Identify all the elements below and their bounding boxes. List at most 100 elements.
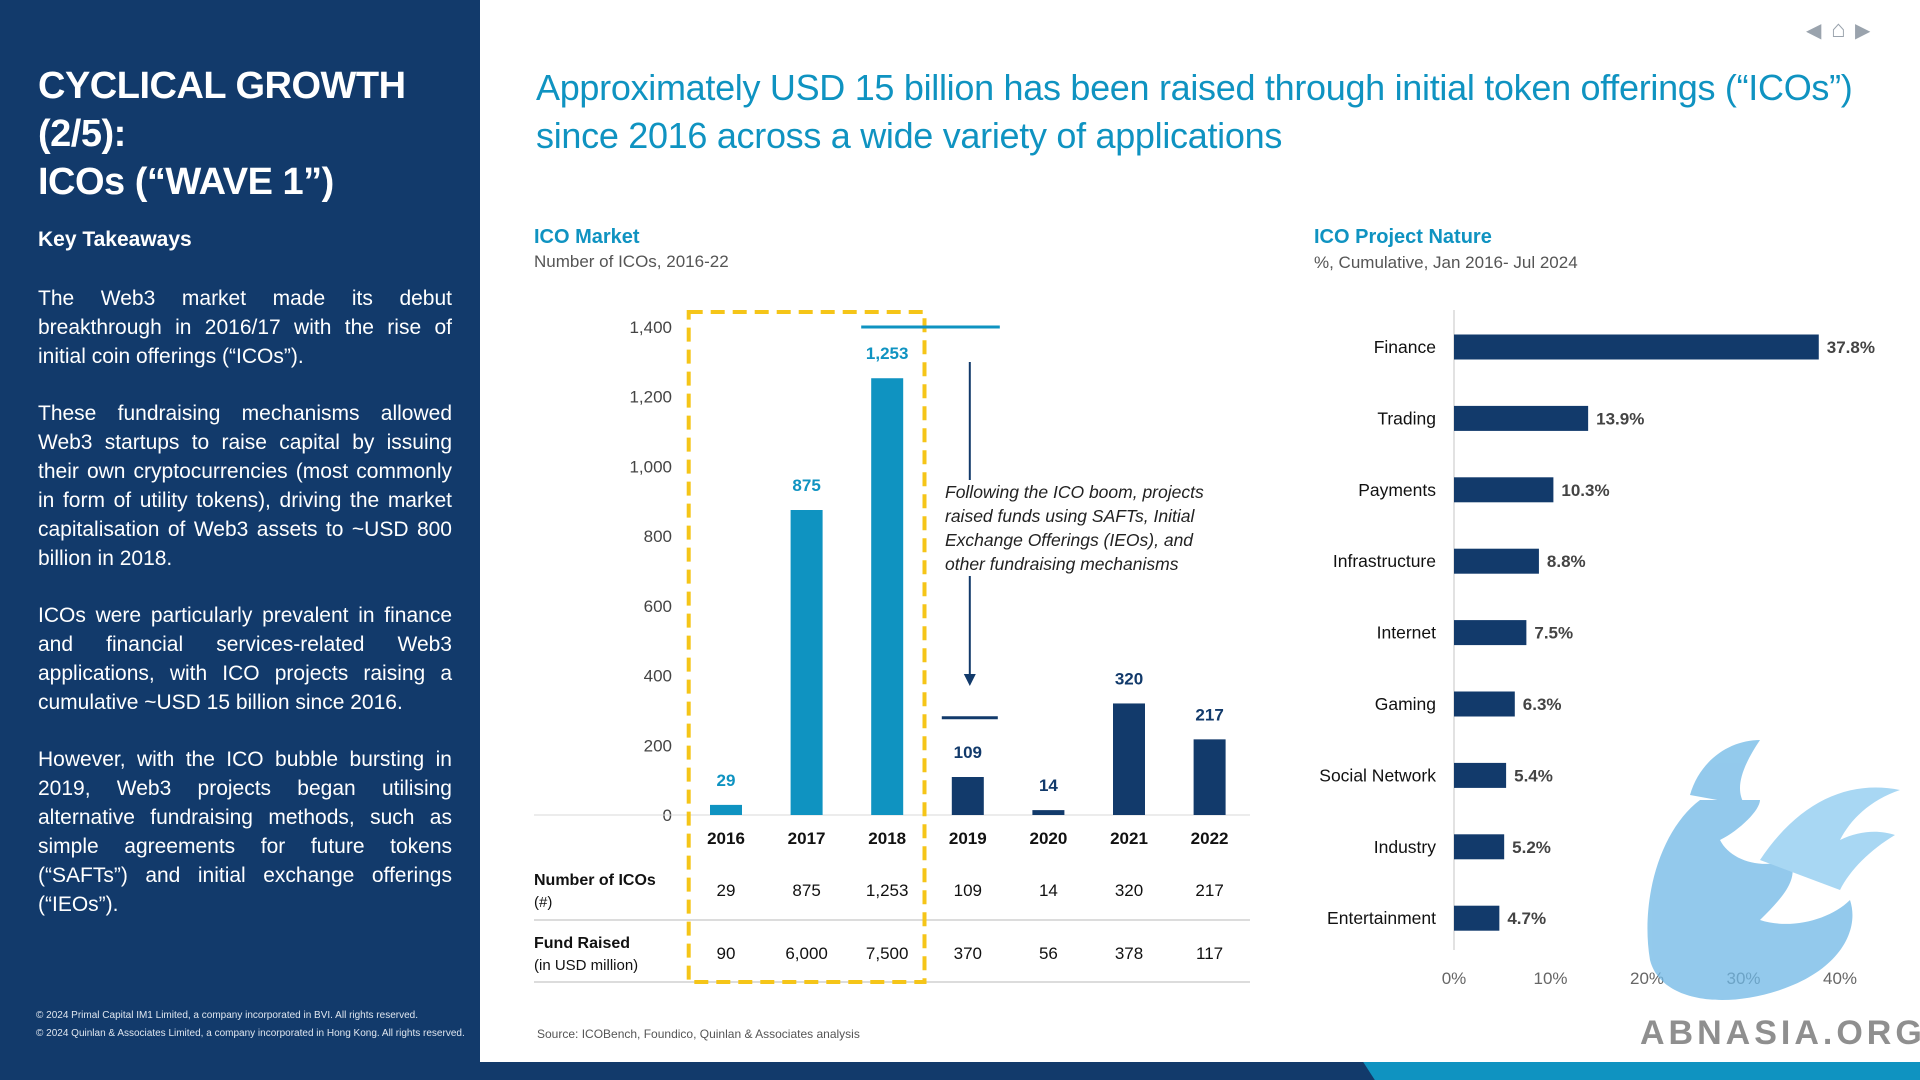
- category-label: Entertainment: [1327, 908, 1436, 928]
- griffin-body: [1647, 800, 1853, 1000]
- x-tick-label: 2018: [868, 829, 906, 848]
- value-label-2016: 29: [717, 771, 736, 790]
- table-cell: 90: [717, 944, 736, 963]
- section-title-line1: CYCLICAL GROWTH (2/5):: [38, 65, 406, 155]
- bar-2017: [790, 510, 823, 815]
- hbar-payments: [1454, 477, 1554, 503]
- x-tick-label: 2020: [1029, 829, 1067, 848]
- table-cell: 320: [1115, 881, 1143, 900]
- bar-2019: [951, 777, 984, 815]
- bar-2021: [1113, 703, 1145, 815]
- hbar-industry: [1454, 834, 1505, 860]
- table-cell: 117: [1196, 944, 1223, 963]
- table-cell: 1,253: [866, 881, 909, 900]
- hbar-value-label: 6.3%: [1523, 695, 1562, 714]
- copyright-quinlan: © 2024 Quinlan & Associates Limited, a c…: [36, 1028, 465, 1039]
- value-label-2017: 875: [792, 476, 820, 495]
- y-tick-label: 400: [644, 667, 672, 686]
- x-tick-label: 0%: [1442, 969, 1467, 988]
- hbar-value-label: 8.8%: [1547, 552, 1586, 571]
- left-panel: CYCLICAL GROWTH (2/5): ICOs (“WAVE 1”) K…: [0, 0, 480, 1062]
- x-tick-label: 2017: [788, 829, 826, 848]
- key-takeaways-heading: Key Takeaways: [38, 228, 192, 251]
- category-label: Industry: [1374, 837, 1436, 857]
- bottom-accent: [1363, 1062, 1920, 1080]
- project-nature-subtitle: %, Cumulative, Jan 2016- Jul 2024: [1314, 253, 1578, 272]
- value-label-2019: 109: [954, 743, 982, 762]
- x-tick-label: 2022: [1191, 829, 1229, 848]
- category-label: Social Network: [1319, 765, 1436, 785]
- source-note: Source: ICOBench, Foundico, Quinlan & As…: [537, 1027, 860, 1041]
- table-cell: 217: [1195, 881, 1223, 900]
- bar-2020: [1032, 810, 1065, 815]
- category-label: Internet: [1377, 623, 1436, 643]
- headline: Approximately USD 15 billion has been ra…: [536, 67, 1853, 156]
- table-row-sublabel: (#): [534, 894, 552, 911]
- ico-market-chart: 02004006008001,0001,2001,400292016875201…: [534, 310, 1250, 984]
- hbar-entertainment: [1454, 905, 1500, 931]
- table-cell: 875: [792, 881, 820, 900]
- hbar-finance: [1454, 334, 1819, 360]
- x-tick-label: 2016: [707, 829, 745, 848]
- table-row-label: Fund Raised: [534, 935, 630, 952]
- hbar-value-label: 7.5%: [1534, 624, 1573, 643]
- value-label-2018: 1,253: [866, 344, 909, 363]
- value-label-2022: 217: [1195, 705, 1223, 724]
- x-tick-label: 2021: [1110, 829, 1148, 848]
- hbar-value-label: 13.9%: [1596, 409, 1644, 428]
- table-cell: 370: [954, 944, 982, 963]
- project-nature-title: ICO Project Nature: [1314, 226, 1492, 248]
- griffin-wing: [1760, 787, 1900, 890]
- ico-market-title: ICO Market: [534, 226, 640, 248]
- hbar-value-label: 4.7%: [1507, 909, 1546, 928]
- y-tick-label: 1,400: [629, 318, 672, 337]
- watermark-text: ABNASIA.ORG: [1640, 1014, 1920, 1052]
- category-label: Infrastructure: [1333, 551, 1436, 571]
- bar-2022: [1193, 739, 1226, 815]
- hbar-value-label: 5.4%: [1514, 766, 1553, 785]
- table-cell: 6,000: [785, 944, 828, 963]
- category-label: Payments: [1358, 480, 1436, 500]
- takeaway-paragraphs: The Web3 market made its debut breakthro…: [38, 284, 452, 947]
- y-tick-label: 800: [644, 527, 672, 546]
- next-arrow-icon[interactable]: ▶: [1855, 20, 1871, 42]
- hbar-value-label: 10.3%: [1561, 481, 1609, 500]
- hbar-social-network: [1454, 762, 1507, 788]
- project-nature-chart: Finance 37.8% Trading 13.9% Payments 10.3% Inf…: [1319, 310, 1900, 1000]
- hbar-internet: [1454, 620, 1527, 646]
- category-label: Gaming: [1375, 694, 1436, 714]
- value-label-2020: 14: [1039, 776, 1058, 795]
- ico-boom-annotation: Following the ICO boom, projects raised …: [945, 480, 1205, 576]
- slide-nav: ◀ ⌂ ▶: [1806, 16, 1870, 44]
- table-cell: 14: [1039, 881, 1058, 900]
- table-cell: 378: [1115, 944, 1143, 963]
- hbar-infrastructure: [1454, 548, 1539, 574]
- category-label: Finance: [1374, 337, 1436, 357]
- x-tick-label: 10%: [1533, 969, 1567, 988]
- hbar-gaming: [1454, 691, 1515, 717]
- takeaway-paragraph: These fundraising mechanisms allowed Web…: [38, 402, 452, 570]
- x-tick-label: 40%: [1823, 969, 1857, 988]
- y-tick-label: 200: [644, 736, 672, 755]
- section-title: CYCLICAL GROWTH (2/5): ICOs (“WAVE 1”): [38, 62, 468, 206]
- x-tick-label: 20%: [1630, 969, 1664, 988]
- value-label-2021: 320: [1115, 669, 1143, 688]
- bar-2016: [710, 804, 742, 815]
- takeaway-paragraph: However, with the ICO bubble bursting in…: [38, 748, 452, 916]
- decline-arrow-head: [963, 674, 976, 686]
- table-row-label: Number of ICOs: [534, 872, 656, 889]
- takeaway-paragraph: ICOs were particularly prevalent in fina…: [38, 604, 452, 714]
- bar-2018: [871, 378, 904, 815]
- table-cell: 109: [954, 881, 982, 900]
- prev-arrow-icon[interactable]: ◀: [1806, 20, 1822, 42]
- hbar-value-label: 5.2%: [1512, 838, 1551, 857]
- hbar-trading: [1454, 405, 1589, 431]
- takeaway-paragraph: The Web3 market made its debut breakthro…: [38, 287, 452, 368]
- table-cell: 7,500: [866, 944, 909, 963]
- y-tick-label: 1,200: [629, 388, 672, 407]
- table-cell: 56: [1039, 944, 1058, 963]
- copyright-primal: © 2024 Primal Capital IM1 Limited, a com…: [36, 1010, 418, 1021]
- home-icon[interactable]: ⌂: [1830, 16, 1846, 43]
- section-title-line2: ICOs (“WAVE 1”): [38, 161, 334, 203]
